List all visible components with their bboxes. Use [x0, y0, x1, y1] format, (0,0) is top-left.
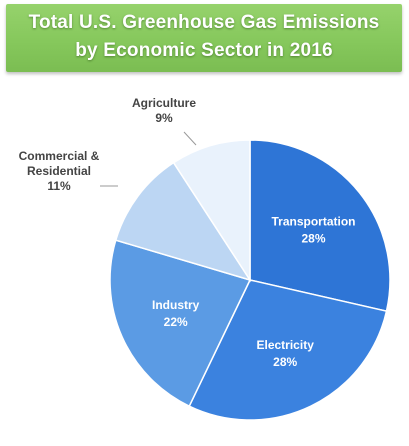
chart-title-line-1: Total U.S. Greenhouse Gas Emissions	[28, 12, 380, 33]
slice-labels: Transportation 28% Electricity 28% Industry 2…	[19, 96, 356, 369]
pie-slice-industry	[109, 239, 252, 408]
slice-label-industry: Industry 22%	[152, 298, 200, 329]
chart-title-line-2: by Economic Sector in 2016	[75, 40, 333, 61]
pie-slice-transportation	[249, 139, 391, 313]
slice-label-agriculture: Agriculture 9%	[132, 96, 196, 125]
pie-slice-electricity	[188, 279, 388, 421]
pie-slice-commercial-residential	[114, 161, 252, 282]
slice-label-electricity: Electricity 28%	[257, 338, 315, 369]
title-banner: Total U.S. Greenhouse Gas Emissions by E…	[6, 4, 402, 72]
leader-lines	[100, 131, 197, 187]
slice-label-commercial-residential: Commercial & Residential 11%	[19, 149, 100, 193]
leader-line-agriculture	[183, 131, 197, 146]
pie-slices	[109, 139, 391, 421]
pie-slice-agriculture	[172, 139, 251, 283]
slice-label-transportation: Transportation 28%	[271, 214, 355, 245]
